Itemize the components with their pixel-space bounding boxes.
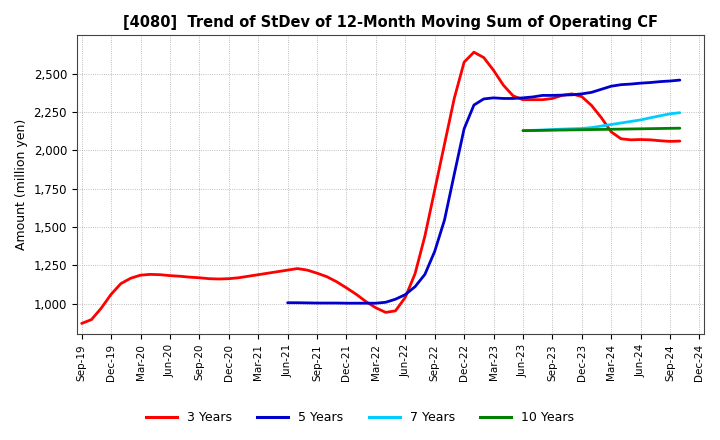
5 Years [460, 126, 469, 132]
7 Years [577, 126, 586, 131]
7 Years [528, 128, 537, 133]
5 Years [480, 96, 488, 102]
5 Years [469, 103, 478, 108]
10 Years [518, 128, 527, 133]
7 Years [518, 128, 527, 133]
5 Years [499, 96, 508, 101]
10 Years [558, 128, 567, 133]
7 Years [597, 123, 606, 128]
10 Years [636, 126, 645, 132]
5 Years [636, 81, 645, 86]
10 Years [607, 127, 616, 132]
5 Years [420, 272, 429, 277]
7 Years [666, 111, 675, 117]
5 Years [312, 301, 321, 306]
5 Years [656, 79, 665, 84]
5 Years [617, 82, 626, 87]
5 Years [539, 93, 547, 98]
7 Years [558, 126, 567, 132]
10 Years [548, 128, 557, 133]
3 Years [127, 275, 135, 281]
10 Years [567, 127, 576, 132]
Title: [4080]  Trend of StDev of 12-Month Moving Sum of Operating CF: [4080] Trend of StDev of 12-Month Moving… [123, 15, 658, 30]
Line: 5 Years: 5 Years [287, 80, 680, 303]
7 Years [626, 119, 635, 124]
10 Years [646, 126, 654, 131]
Line: 10 Years: 10 Years [523, 128, 680, 131]
5 Years [333, 301, 341, 306]
3 Years [195, 275, 204, 280]
5 Years [509, 96, 518, 101]
5 Years [548, 93, 557, 98]
3 Years [440, 142, 449, 147]
10 Years [597, 127, 606, 132]
5 Years [401, 292, 410, 297]
5 Years [450, 171, 459, 176]
7 Years [636, 117, 645, 123]
5 Years [391, 297, 400, 302]
5 Years [303, 300, 312, 305]
Line: 7 Years: 7 Years [523, 113, 680, 131]
7 Years [656, 113, 665, 118]
5 Years [352, 301, 361, 306]
7 Years [567, 126, 576, 132]
3 Years [675, 139, 684, 144]
5 Years [558, 92, 567, 98]
3 Years [77, 321, 86, 326]
Legend: 3 Years, 5 Years, 7 Years, 10 Years: 3 Years, 5 Years, 7 Years, 10 Years [141, 407, 579, 429]
5 Years [323, 301, 331, 306]
Y-axis label: Amount (million yen): Amount (million yen) [15, 119, 28, 250]
5 Years [607, 84, 616, 89]
7 Years [539, 128, 547, 133]
5 Years [666, 78, 675, 84]
5 Years [626, 81, 635, 87]
10 Years [617, 126, 626, 132]
10 Years [675, 125, 684, 131]
5 Years [577, 91, 586, 96]
5 Years [382, 300, 390, 305]
5 Years [293, 300, 302, 305]
3 Years [234, 275, 243, 280]
Line: 3 Years: 3 Years [81, 52, 680, 323]
5 Years [518, 95, 527, 100]
5 Years [283, 300, 292, 305]
10 Years [539, 128, 547, 133]
5 Years [440, 217, 449, 223]
3 Years [469, 50, 478, 55]
10 Years [588, 127, 596, 132]
10 Years [626, 126, 635, 132]
5 Years [361, 301, 370, 306]
7 Years [588, 125, 596, 130]
3 Years [607, 129, 616, 135]
10 Years [656, 126, 665, 131]
5 Years [372, 301, 380, 306]
10 Years [666, 126, 675, 131]
7 Years [675, 110, 684, 115]
5 Years [646, 80, 654, 85]
5 Years [528, 94, 537, 99]
5 Years [675, 77, 684, 83]
5 Years [431, 249, 439, 254]
10 Years [577, 127, 586, 132]
7 Years [617, 121, 626, 126]
3 Years [372, 305, 380, 311]
5 Years [489, 95, 498, 100]
7 Years [646, 115, 654, 121]
5 Years [597, 87, 606, 92]
7 Years [607, 122, 616, 127]
5 Years [588, 90, 596, 95]
10 Years [528, 128, 537, 133]
5 Years [411, 284, 420, 289]
7 Years [548, 127, 557, 132]
5 Years [342, 301, 351, 306]
5 Years [567, 92, 576, 97]
